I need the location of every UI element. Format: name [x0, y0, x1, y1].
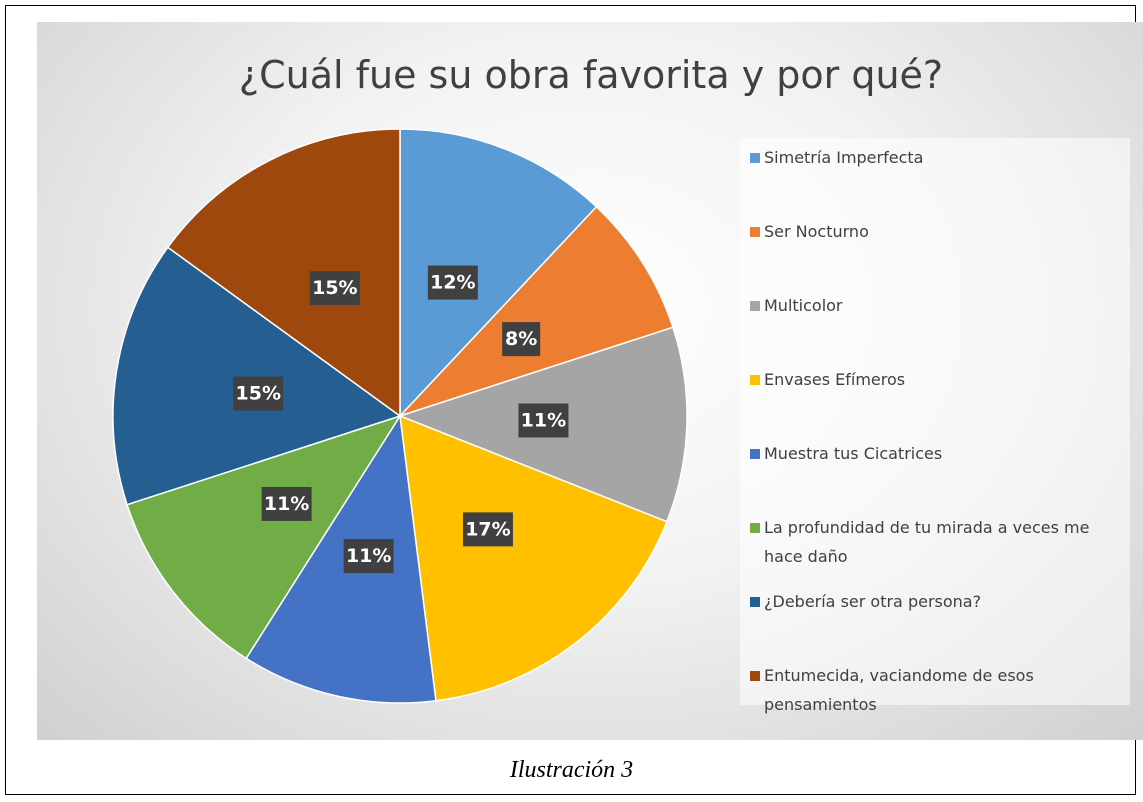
legend-swatch [750, 671, 760, 681]
legend-item: Envases Efímeros [750, 365, 1114, 394]
legend-label: Envases Efímeros [764, 370, 906, 389]
data-label-box [343, 539, 394, 574]
data-label: 11% [346, 545, 391, 567]
data-label: 8% [505, 328, 537, 350]
data-label-box [427, 265, 478, 300]
data-label: 15% [236, 383, 281, 405]
legend-label: Ser Nocturno [764, 222, 869, 241]
chart-title: ¿Cuál fue su obra favorita y por qué? [239, 53, 943, 97]
pie-slice [166, 128, 401, 418]
data-label-box [518, 403, 569, 438]
legend-swatch [750, 597, 760, 607]
legend-swatch [750, 375, 760, 385]
pie-slice [245, 413, 437, 704]
pie-slice [126, 414, 402, 660]
legend-item: ¿Debería ser otra persona? [750, 587, 1114, 616]
data-label-box [261, 486, 312, 521]
caption: Ilustración 3 [509, 757, 634, 783]
legend-label: Multicolor [764, 296, 843, 315]
legend-item: La profundidad de tu mirada a veces me h… [750, 513, 1114, 571]
legend-item: Entumecida, vaciandome de esos pensamien… [750, 661, 1114, 719]
legend-label: Muestra tus Cicatrices [764, 444, 943, 463]
legend-label: Entumecida, vaciandome de esos pensamien… [764, 666, 1034, 714]
legend-item: Multicolor [750, 291, 1114, 320]
legend-swatch [750, 523, 760, 533]
legend-item: Muestra tus Cicatrices [750, 439, 1114, 468]
legend-swatch [750, 301, 760, 311]
legend-swatch [750, 449, 760, 459]
pie-slice [399, 128, 598, 418]
legend: Simetría Imperfecta Ser Nocturno Multicolo… [740, 138, 1130, 714]
data-label: 12% [430, 272, 475, 294]
legend-swatch [750, 153, 760, 163]
data-label-box [502, 322, 541, 357]
legend-item: Simetría Imperfecta [750, 143, 1114, 172]
pie-slice [399, 414, 668, 702]
data-label: 17% [465, 518, 510, 540]
legend-item: Ser Nocturno [750, 217, 1114, 246]
data-label-box [309, 271, 360, 306]
pie-slice [399, 205, 674, 417]
legend-label: La profundidad de tu mirada a veces me h… [764, 518, 1090, 566]
data-label: 11% [264, 493, 309, 515]
pie-slice [112, 246, 402, 506]
legend-label: ¿Debería ser otra persona? [764, 592, 982, 611]
legend-swatch [750, 227, 760, 237]
data-label: 15% [312, 277, 357, 299]
data-label: 11% [521, 410, 566, 432]
data-label-box [462, 512, 513, 547]
data-label-box [233, 376, 284, 411]
legend-label: Simetría Imperfecta [764, 148, 924, 167]
